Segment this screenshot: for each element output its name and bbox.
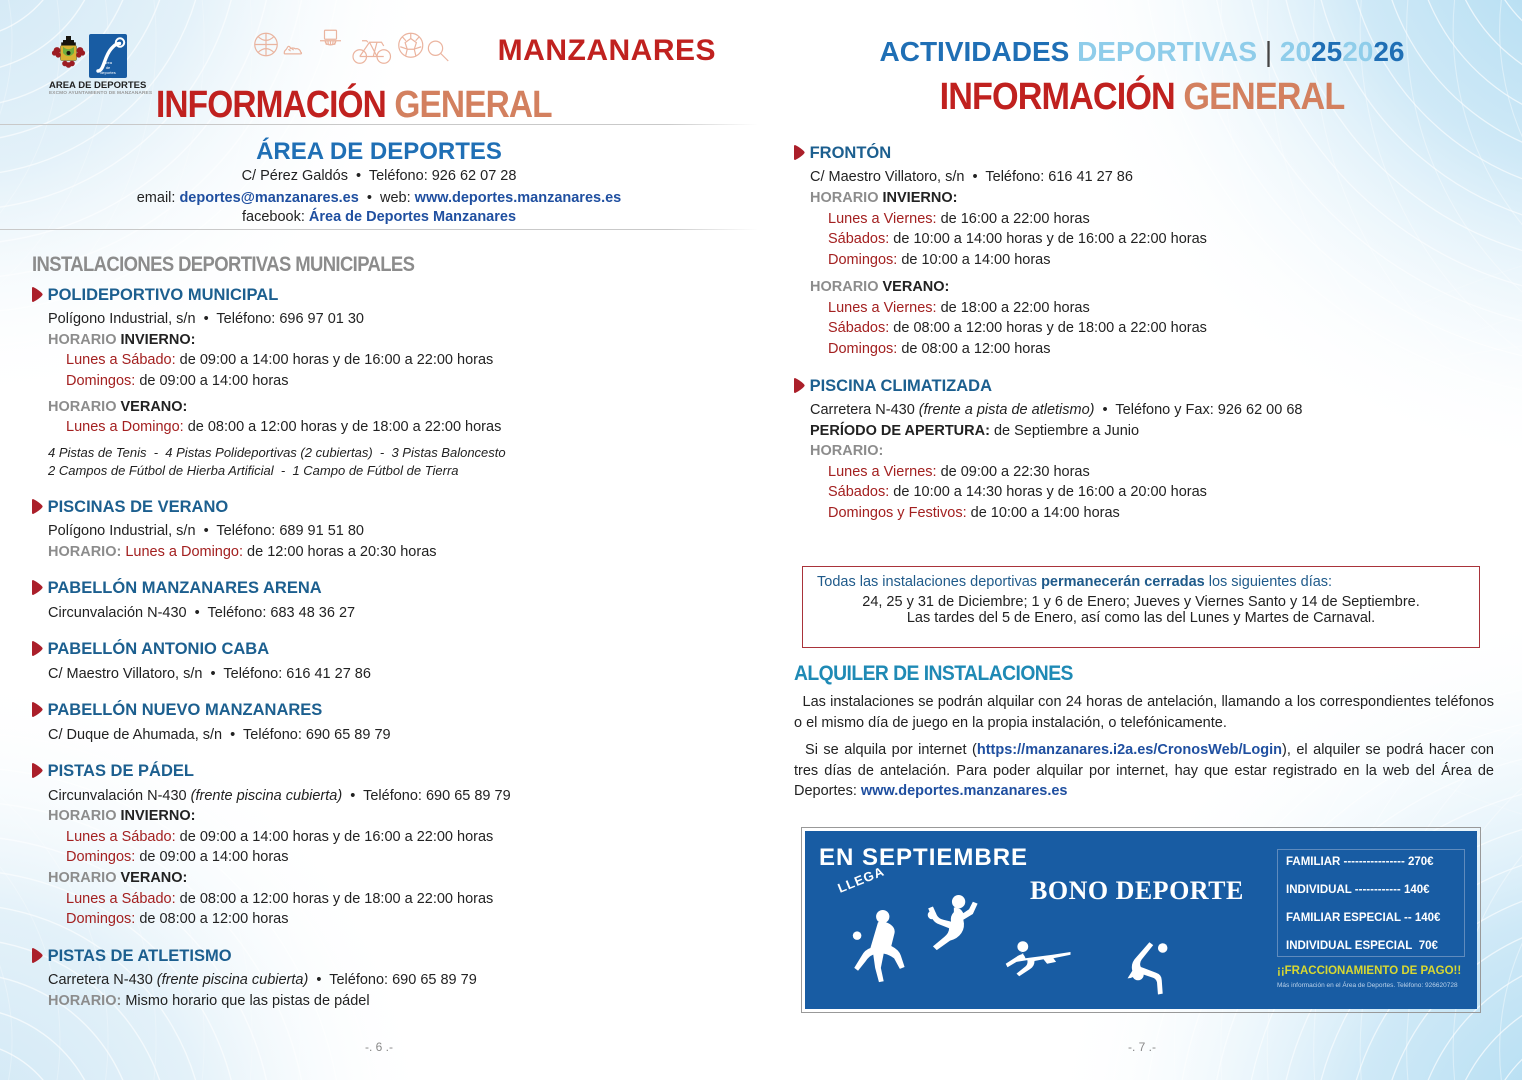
svg-text:BONO DEPORTE: BONO DEPORTE	[1030, 876, 1244, 905]
svg-text:EN SEPTIEMBRE: EN SEPTIEMBRE	[819, 844, 1028, 871]
svg-text:deportes: deportes	[100, 70, 116, 75]
